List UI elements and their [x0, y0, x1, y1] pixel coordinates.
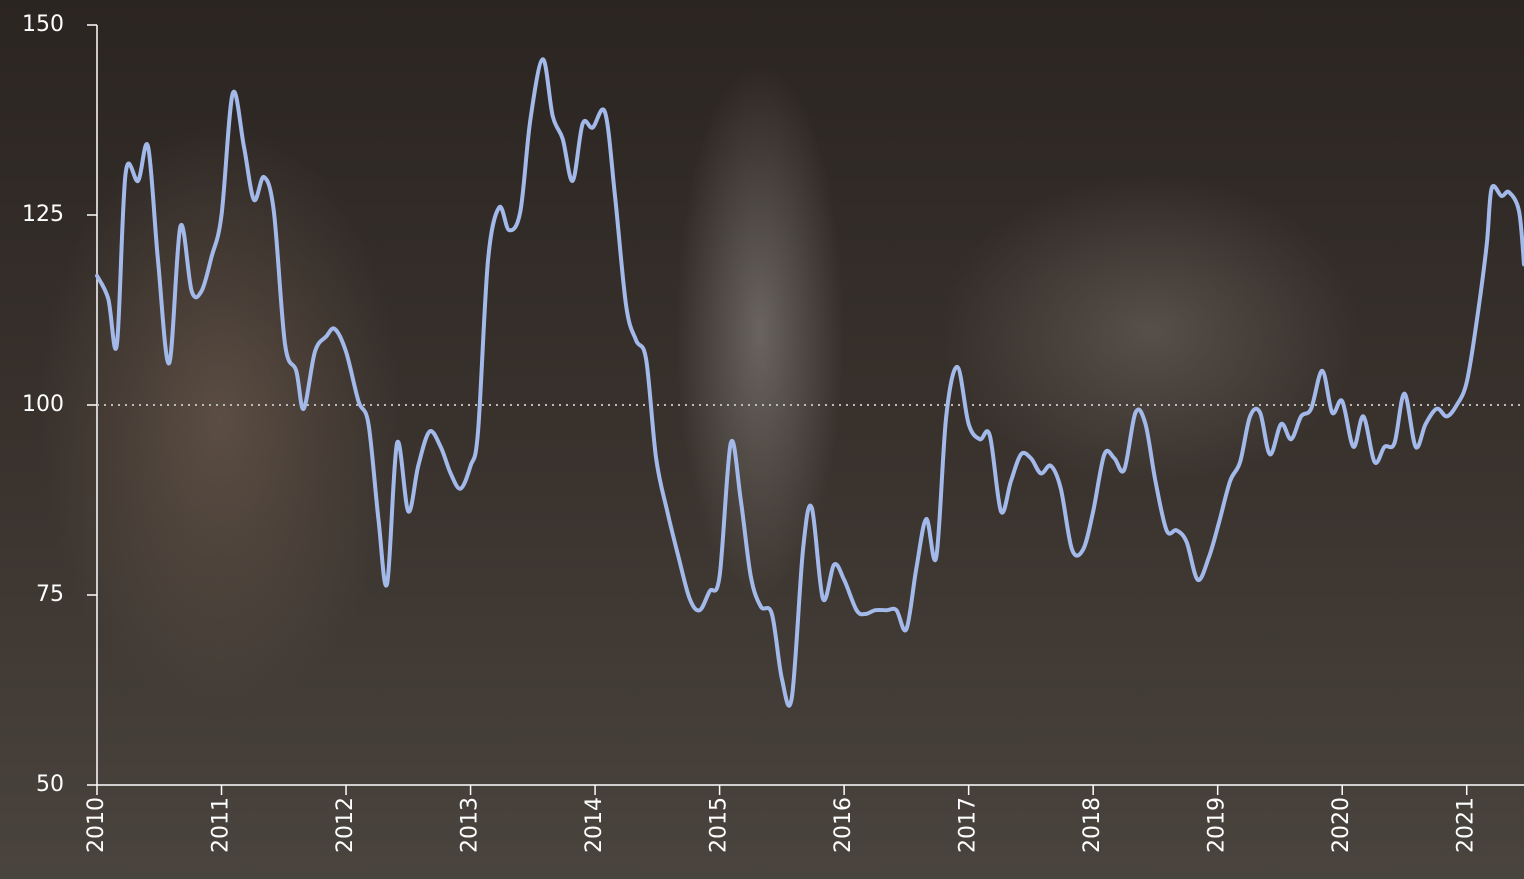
x-tick-label: 2013 [458, 797, 483, 853]
x-tick-label: 2020 [1329, 797, 1354, 853]
y-tick-label: 125 [22, 202, 64, 227]
x-tick-label: 2017 [956, 797, 981, 853]
x-tick-label: 2011 [209, 797, 234, 853]
y-tick-label: 100 [22, 392, 64, 417]
data-line [95, 57, 1524, 708]
x-tick-label: 2016 [831, 797, 856, 853]
x-tick-label: 2015 [707, 797, 732, 853]
y-tick-label: 150 [22, 12, 64, 37]
x-tick-label: 2014 [582, 797, 607, 853]
y-tick-label: 50 [36, 772, 64, 797]
x-tick-label: 2018 [1080, 797, 1105, 853]
x-tick-label: 2010 [84, 797, 109, 853]
x-tick-label: 2021 [1454, 797, 1479, 853]
x-tick-label: 2019 [1205, 797, 1230, 853]
y-tick-label: 75 [36, 582, 64, 607]
x-tick-label: 2012 [333, 797, 358, 853]
